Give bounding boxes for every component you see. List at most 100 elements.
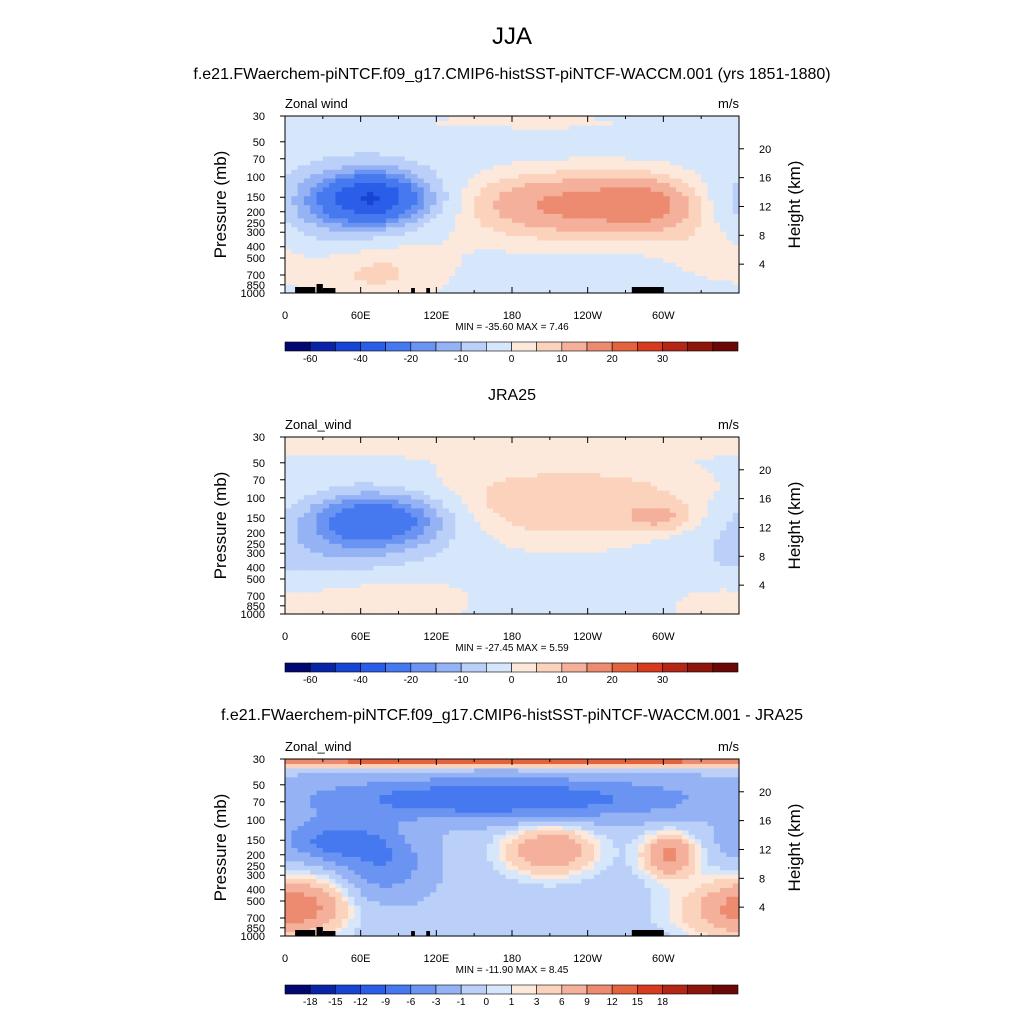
contour-cell [385,204,393,210]
topography [295,284,664,293]
contour-cell [524,560,532,566]
contour-cell [638,120,646,126]
contour-cell [310,182,318,188]
contour-cell [575,569,582,575]
contour-cell [581,266,589,272]
contour-cell [448,525,456,531]
contour-cell [493,266,500,272]
contour-cell [480,591,488,597]
contour-cell [556,574,564,580]
contour-cell [461,195,469,201]
contour-cell [726,213,734,219]
contour-cell [505,116,513,122]
contour-cell [600,239,608,245]
contour-cell [310,560,318,566]
contour-cell [587,129,595,135]
contour-cell [360,507,368,513]
contour-cell [581,129,589,135]
contour-cell [518,494,526,500]
contour-cell [329,591,337,597]
contour-cell [285,266,292,272]
contour-cell [537,191,545,197]
contour-cell [373,543,381,549]
contour-cell [398,262,406,268]
contour-cell [423,534,431,540]
contour-cell [726,235,734,241]
contour-cell [549,257,557,263]
contour-cell [720,217,727,223]
contour-cell [291,529,299,535]
contour-cell [675,248,683,254]
contour-cell [417,120,425,126]
contour-cell [455,288,463,294]
contour-cell [505,200,513,206]
contour-cell [341,490,349,496]
contour-cell [499,516,507,522]
contour-cell [404,596,412,602]
contour-cell [297,116,305,122]
contour-cell [688,138,696,144]
contour-cell [316,138,324,144]
contour-cell [556,521,564,527]
contour-cell [505,217,513,223]
contour-cell [467,605,475,611]
contour-cell [398,151,406,157]
contour-cell [322,596,330,602]
contour-cell [581,596,589,602]
contour-cell [701,503,709,509]
contour-cell [505,284,513,290]
contour-cell [530,262,538,268]
contour-cell [366,275,374,281]
contour-cell [581,552,589,558]
contour-cell [556,494,564,500]
contour-cell [682,160,690,166]
contour-cell [701,498,709,504]
contour-cell [417,151,425,157]
contour-cell [644,195,652,201]
contour-cell [430,217,437,223]
contour-cell [650,226,658,232]
contour-cell [348,186,355,192]
contour-cell [348,213,355,219]
contour-cell [549,583,557,589]
contour-cell [587,262,595,268]
contour-cell [448,244,456,250]
contour-cell [644,142,652,148]
contour-cell [657,217,664,223]
contour-cell [732,556,740,562]
contour-cell [354,257,362,263]
contour-cell [505,204,513,210]
contour-cell [499,565,507,571]
contour-cell [694,288,702,294]
contour-cell [486,556,494,562]
contour-cell [486,200,494,206]
contour-cell [720,266,727,272]
contour-cell [530,191,538,197]
contour-cell [329,146,337,152]
contour-cell [631,560,639,566]
contour-cell [341,235,349,241]
contour-cell [467,565,475,571]
contour-cell [537,605,545,611]
contour-cell [707,583,715,589]
contour-cell [650,552,658,558]
contour-cell [518,195,526,201]
contour-cell [486,248,494,254]
contour-cell [310,253,318,259]
contour-cell [524,120,532,126]
contour-cell [726,574,734,580]
contour-cell [285,543,292,549]
contour-cell [467,204,475,210]
contour-cell [707,552,715,558]
contour-cell [303,146,311,152]
contour-cell [310,155,318,161]
contour-cell [675,525,683,531]
contour-cell [694,516,702,522]
contour-cell [493,587,500,593]
contour-cell [360,600,368,606]
contour-cell [530,587,538,593]
contour-cell [518,235,526,241]
contour-cell [392,244,400,250]
contour-cell [329,498,337,504]
contour-cell [682,587,690,593]
